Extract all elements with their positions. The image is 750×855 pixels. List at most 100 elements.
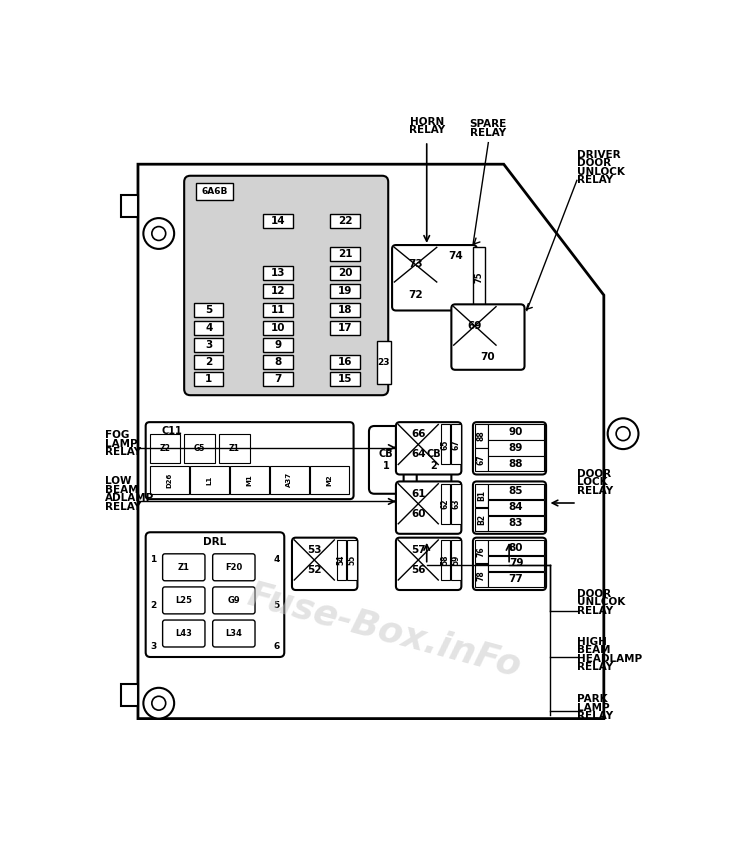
FancyBboxPatch shape [392,245,477,310]
Text: 2: 2 [206,357,212,367]
Text: L1: L1 [206,475,212,485]
Text: G9: G9 [227,596,240,604]
Text: PARK: PARK [577,694,608,705]
FancyBboxPatch shape [452,304,524,370]
Text: 67: 67 [477,455,486,465]
Bar [440,484,450,524]
FancyBboxPatch shape [184,176,388,395]
Text: 53: 53 [307,545,322,555]
Bar [263,215,292,228]
Bar [149,466,189,493]
Text: RELAY: RELAY [105,447,141,457]
Text: UNLCOK: UNLCOK [577,598,626,607]
Text: RELAY: RELAY [409,126,445,135]
Text: 5: 5 [206,304,212,315]
Text: 72: 72 [408,290,423,300]
Text: 64: 64 [411,450,425,459]
Text: 59: 59 [452,555,460,565]
Text: 63: 63 [452,498,460,509]
FancyBboxPatch shape [369,426,404,493]
Polygon shape [138,164,604,718]
Text: RELAY: RELAY [577,175,613,186]
Text: 9: 9 [274,340,282,351]
Text: 17: 17 [338,323,352,333]
Text: DOOR: DOOR [577,158,611,168]
Text: RELAY: RELAY [470,127,506,138]
Text: ADLAMP: ADLAMP [105,493,154,504]
FancyBboxPatch shape [396,481,461,534]
Text: FOG: FOG [105,430,129,440]
Bar [488,424,544,439]
Text: 61: 61 [411,489,425,498]
Bar [270,466,309,493]
Text: 23: 23 [377,357,390,367]
Bar [263,285,292,298]
Bar [331,215,360,228]
FancyBboxPatch shape [146,422,353,499]
Text: 70: 70 [480,351,495,362]
Text: LOW: LOW [105,476,131,486]
Text: 85: 85 [509,486,524,496]
Bar [331,285,360,298]
Bar [149,433,180,463]
Bar [454,307,496,345]
FancyBboxPatch shape [473,481,546,534]
Bar [451,484,460,524]
Text: 73: 73 [408,259,422,269]
Bar [331,303,360,316]
Text: 55: 55 [347,555,356,565]
Bar [476,508,488,531]
Bar [194,339,224,352]
Bar [451,540,460,580]
FancyBboxPatch shape [473,538,546,590]
Text: 19: 19 [338,286,352,296]
Text: LAMP: LAMP [577,703,610,713]
Text: 83: 83 [509,518,524,528]
Text: A37: A37 [286,472,292,487]
Bar [194,303,224,316]
Text: HIGH: HIGH [577,637,607,646]
FancyBboxPatch shape [146,533,284,657]
Text: Z1: Z1 [178,563,190,572]
Bar [294,540,334,580]
FancyBboxPatch shape [396,538,461,590]
Bar [190,466,229,493]
Bar [394,247,436,282]
Text: RELAY: RELAY [577,711,613,722]
Text: Z1: Z1 [229,444,240,453]
Text: 7: 7 [274,374,282,384]
Text: 18: 18 [338,304,352,315]
FancyBboxPatch shape [163,554,205,581]
Text: 56: 56 [411,565,425,575]
Bar [488,572,544,587]
Text: 6A6B: 6A6B [201,187,227,197]
FancyBboxPatch shape [396,422,461,475]
Bar [347,540,357,580]
Text: M1: M1 [246,474,252,486]
Text: CB
2: CB 2 [426,449,441,471]
Text: 66: 66 [411,429,425,439]
Bar [440,247,472,264]
Text: SPARE: SPARE [470,119,507,129]
Text: B1: B1 [477,490,486,501]
Bar [263,321,292,335]
Text: 14: 14 [271,216,286,227]
Circle shape [608,418,638,449]
Text: DOOR: DOOR [577,589,611,598]
Bar [476,424,488,447]
Text: HORN: HORN [410,117,444,127]
Text: L43: L43 [176,629,192,638]
Text: DRL: DRL [203,537,226,547]
FancyBboxPatch shape [163,620,205,647]
Bar [476,484,488,507]
Bar [331,372,360,386]
Text: 65: 65 [441,439,450,450]
Text: D26: D26 [166,472,172,487]
Text: 90: 90 [509,427,524,437]
Bar [263,303,292,316]
Bar [488,556,544,571]
Text: 13: 13 [271,268,285,278]
Circle shape [152,696,166,711]
Bar [476,563,488,587]
Text: DRIVER: DRIVER [577,150,620,160]
